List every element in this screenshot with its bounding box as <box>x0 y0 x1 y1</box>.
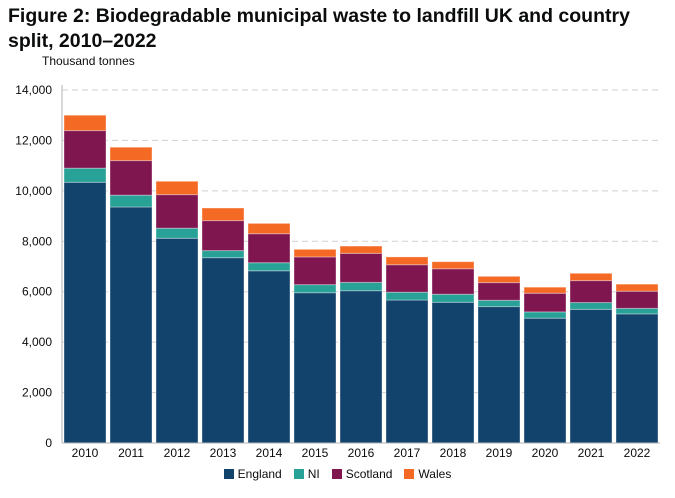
bar-scotland-2013 <box>201 220 245 252</box>
bar-ni-2010 <box>63 167 107 183</box>
x-tick-label: 2018 <box>440 446 467 460</box>
legend-item-wales: Wales <box>404 467 451 481</box>
bar-wales-2016 <box>339 245 383 254</box>
bar-scotland-2019 <box>477 282 521 301</box>
bar-wales-2022 <box>615 283 659 292</box>
y-axis-label: Thousand tonnes <box>42 54 135 68</box>
bar-england-2012 <box>155 237 199 444</box>
x-tick-label: 2021 <box>578 446 605 460</box>
bar-scotland-2021 <box>569 280 613 304</box>
y-tick-label: 12,000 <box>15 133 52 147</box>
x-tick-label: 2011 <box>118 446 144 460</box>
bar-england-2017 <box>385 299 429 444</box>
y-tick-label: 2,000 <box>22 386 52 400</box>
bar-ni-2020 <box>523 311 567 319</box>
bar-england-2010 <box>63 181 107 444</box>
bar-scotland-2016 <box>339 252 383 283</box>
x-tick-label: 2014 <box>256 446 283 460</box>
bar-wales-2011 <box>109 146 153 162</box>
y-tick-label: 0 <box>45 436 52 450</box>
x-tick-label: 2019 <box>486 446 513 460</box>
bar-wales-2010 <box>63 114 107 132</box>
legend: England NI Scotland Wales <box>0 467 675 481</box>
legend-label: England <box>237 467 282 481</box>
bar-wales-2017 <box>385 256 429 266</box>
legend-swatch <box>293 469 304 479</box>
bar-england-2022 <box>615 313 659 444</box>
bar-ni-2012 <box>155 227 199 239</box>
x-tick-label: 2013 <box>210 446 237 460</box>
bar-ni-2019 <box>477 299 521 308</box>
bar-england-2015 <box>293 292 337 444</box>
bar-scotland-2017 <box>385 264 429 293</box>
bar-scotland-2010 <box>63 130 107 169</box>
legend-label: Scotland <box>345 467 393 481</box>
bar-wales-2019 <box>477 275 521 284</box>
bar-england-2021 <box>569 308 613 444</box>
bar-england-2013 <box>201 257 245 444</box>
legend-swatch <box>223 469 234 479</box>
bar-england-2011 <box>109 206 153 444</box>
y-tick-label: 4,000 <box>22 335 52 349</box>
x-tick-label: 2016 <box>348 446 375 460</box>
bar-wales-2013 <box>201 207 245 222</box>
bar-england-2016 <box>339 290 383 444</box>
bar-ni-2011 <box>109 194 153 208</box>
y-tick-label: 8,000 <box>22 234 52 248</box>
y-tick-label: 10,000 <box>15 184 52 198</box>
bar-scotland-2012 <box>155 194 199 229</box>
legend-item-ni: NI <box>293 467 320 481</box>
bar-england-2018 <box>431 301 475 444</box>
legend-label: Wales <box>418 467 452 481</box>
legend-label: NI <box>307 467 320 481</box>
bar-scotland-2018 <box>431 268 475 295</box>
bar-england-2020 <box>523 317 567 444</box>
bar-england-2014 <box>247 270 291 444</box>
legend-swatch <box>404 469 415 479</box>
x-tick-label: 2010 <box>72 446 99 460</box>
bar-ni-2015 <box>293 284 337 294</box>
x-tick-label: 2012 <box>164 446 191 460</box>
legend-swatch <box>331 469 342 479</box>
bar-scotland-2015 <box>293 256 337 286</box>
bar-wales-2020 <box>523 286 567 294</box>
bar-ni-2016 <box>339 281 383 292</box>
bar-scotland-2020 <box>523 292 567 313</box>
bar-ni-2022 <box>615 307 659 315</box>
bar-wales-2018 <box>431 261 475 270</box>
bar-wales-2021 <box>569 272 613 282</box>
bar-scotland-2014 <box>247 233 291 264</box>
x-tick-label: 2015 <box>302 446 329 460</box>
x-tick-label: 2022 <box>624 446 651 460</box>
bar-wales-2014 <box>247 222 291 235</box>
bar-ni-2014 <box>247 262 291 272</box>
bar-ni-2018 <box>431 293 475 303</box>
legend-item-scotland: Scotland <box>331 467 393 481</box>
bar-ni-2021 <box>569 302 613 310</box>
bar-ni-2013 <box>201 250 245 259</box>
bar-scotland-2011 <box>109 160 153 196</box>
bar-ni-2017 <box>385 291 429 301</box>
bar-wales-2012 <box>155 180 199 196</box>
bar-england-2019 <box>477 306 521 444</box>
y-tick-label: 6,000 <box>22 285 52 299</box>
bar-scotland-2022 <box>615 290 659 309</box>
x-tick-label: 2017 <box>394 446 421 460</box>
bar-wales-2015 <box>293 248 337 258</box>
chart-title: Figure 2: Biodegradable municipal waste … <box>8 5 630 52</box>
x-tick-label: 2020 <box>532 446 559 460</box>
legend-item-england: England <box>223 467 282 481</box>
y-tick-label: 14,000 <box>15 83 52 97</box>
